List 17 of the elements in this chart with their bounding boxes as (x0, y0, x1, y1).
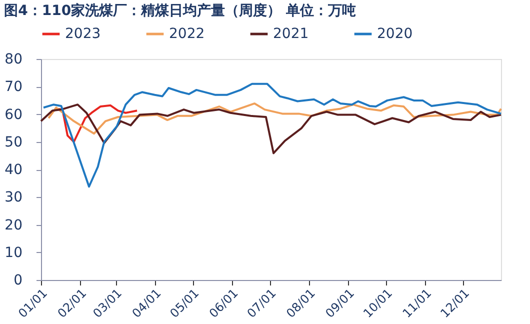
legend-label: 2023 (65, 26, 101, 42)
line-series (40, 104, 502, 154)
legend-label: 2020 (377, 26, 413, 42)
line-series (42, 82, 502, 188)
y-tick-label: 0 (14, 272, 22, 288)
y-tick-label: 20 (4, 217, 22, 234)
y-tick-label: 70 (4, 79, 22, 96)
y-tick-label: 10 (4, 244, 22, 261)
legend-label: 2022 (169, 26, 205, 42)
y-tick-label: 60 (4, 106, 22, 123)
legend-label: 2021 (273, 26, 309, 42)
y-tick-label: 80 (4, 52, 22, 68)
y-tick-label: 40 (4, 162, 22, 178)
line-series (48, 102, 502, 135)
y-tick-label: 50 (4, 134, 22, 150)
y-tick-label: 30 (4, 190, 22, 206)
chart-title: 图4：110家洗煤厂：精煤日均产量（周度） 单位：万吨 (4, 2, 356, 19)
